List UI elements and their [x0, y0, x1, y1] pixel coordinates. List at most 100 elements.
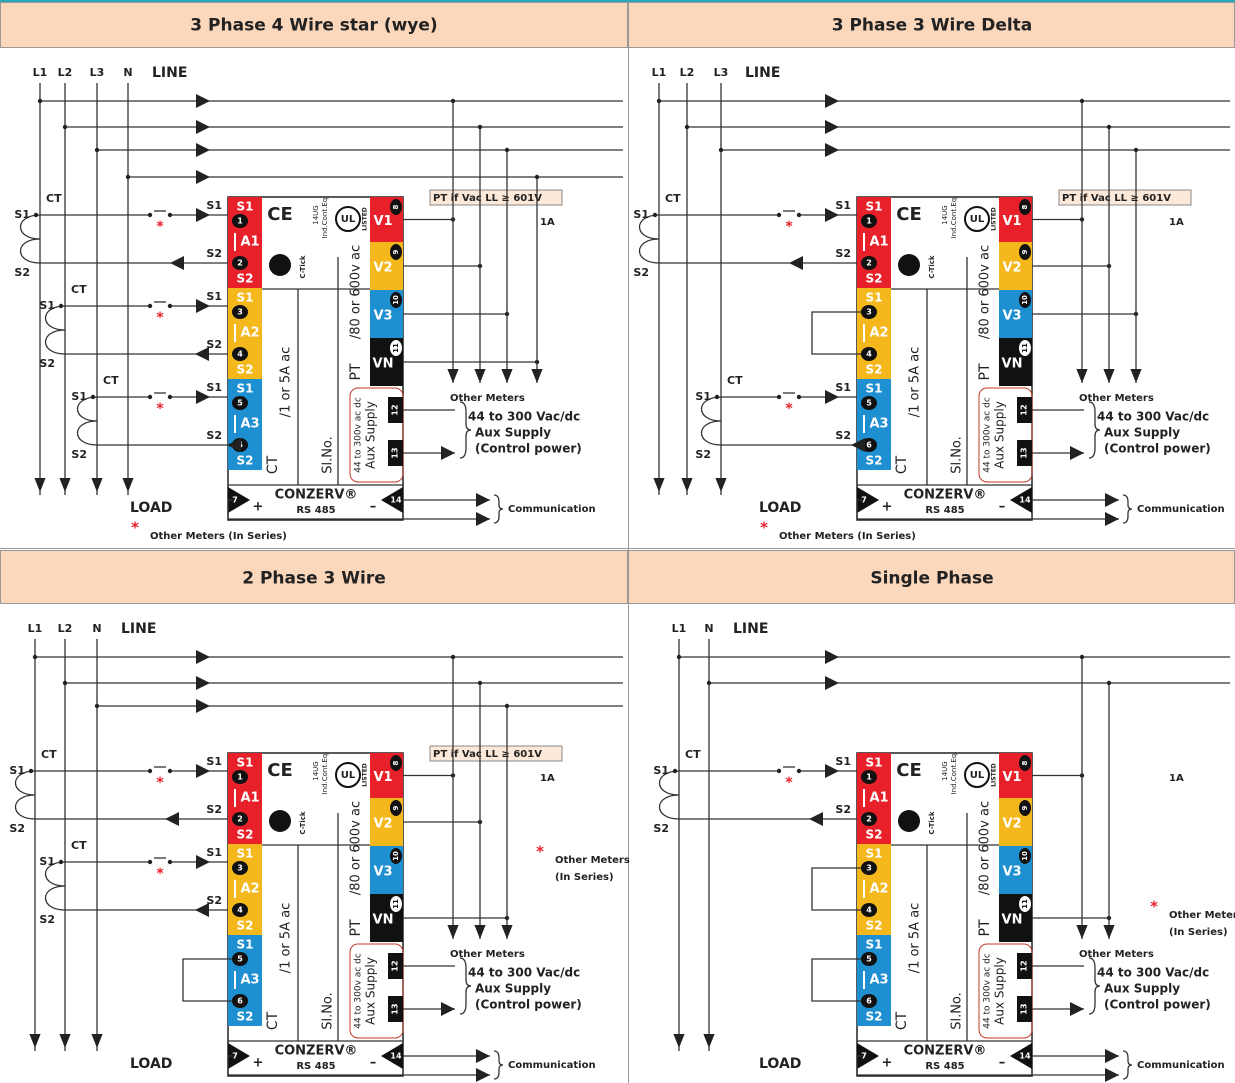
arrow — [59, 478, 71, 492]
junction — [62, 680, 68, 686]
wire-s1: S1 — [206, 199, 222, 212]
aux-supply: 44 to 300 Vac/dc — [468, 410, 580, 424]
voltage-label: V1 — [1002, 214, 1021, 229]
voltage-label: V3 — [373, 309, 392, 324]
terminal-number: 12 — [391, 960, 400, 971]
comm-terminal — [228, 487, 250, 513]
arrow — [196, 699, 210, 713]
terminal — [1019, 800, 1031, 816]
phase-label: A1 — [869, 235, 888, 250]
pt-text: PT — [348, 919, 364, 936]
arrow — [673, 1034, 685, 1048]
arrow — [447, 925, 459, 939]
voltage-label: V3 — [1002, 865, 1021, 880]
ce-mark: CE — [896, 204, 922, 225]
arrow — [476, 512, 490, 526]
aux-supply: (Control power) — [475, 998, 582, 1012]
other-meters: Other Meters — [450, 949, 525, 960]
voltage-label: V2 — [373, 817, 392, 832]
terminal-number: 1 — [237, 217, 243, 226]
terminal-number: 6 — [866, 441, 872, 450]
brand: CONZERV® — [275, 1044, 358, 1059]
ct-s1: S1 — [9, 764, 25, 777]
line-label: L1 — [672, 622, 687, 635]
ct-label: CT — [665, 192, 681, 205]
pt-amp: 1A — [540, 217, 555, 228]
arrow — [1070, 446, 1084, 460]
terminal-label: S2 — [237, 272, 254, 286]
junction — [1133, 147, 1139, 153]
aux-box — [978, 387, 1033, 483]
arrow — [170, 256, 184, 270]
wire-s1: S1 — [835, 199, 851, 212]
fuse-gap — [148, 767, 170, 775]
terminal — [232, 861, 248, 875]
terminal-number: 5 — [237, 399, 243, 408]
arrow — [681, 478, 693, 492]
arrow — [825, 676, 839, 690]
current-block — [857, 288, 891, 379]
panel-title: 3 Phase 4 Wire star (wye) — [190, 16, 437, 36]
voltage-label: VN — [1002, 913, 1023, 928]
arrow — [196, 208, 210, 222]
junction — [58, 303, 64, 309]
terminal — [861, 305, 877, 319]
terminal-label: S1 — [866, 938, 883, 952]
wire-s1: S1 — [206, 381, 222, 394]
arrow — [196, 299, 210, 313]
approval-text: 14UG — [312, 205, 320, 224]
fuse-gap — [777, 393, 799, 401]
series-note: Other Meters — [1169, 910, 1235, 921]
ul-mark — [335, 206, 361, 232]
line-text: LINE — [745, 65, 780, 81]
aux-supply: 44 to 300 Vac/dc — [1097, 966, 1209, 980]
junction — [796, 212, 802, 218]
series-mark: * — [156, 866, 164, 882]
approval-text: Ind.Cont.Eq. — [950, 196, 958, 239]
terminal-label: S1 — [237, 938, 254, 952]
terminal-number: 9 — [1021, 249, 1029, 254]
arrow — [1103, 925, 1115, 939]
arrow — [91, 478, 103, 492]
terminal — [390, 800, 402, 816]
terminal — [861, 256, 877, 270]
terminal-number: 14 — [1019, 1052, 1031, 1061]
junction — [94, 147, 100, 153]
ct-rating: /1 or 5A ac — [279, 347, 294, 418]
junction — [796, 394, 802, 400]
terminal-label: S1 — [866, 291, 883, 305]
arrow — [476, 493, 490, 507]
junction — [58, 859, 64, 865]
terminal — [1019, 896, 1031, 912]
terminal-label: S2 — [866, 363, 883, 377]
listed-text: LISTED — [362, 207, 369, 231]
listed-text: LISTED — [991, 763, 998, 787]
ul-text: UL — [341, 770, 356, 781]
arrow — [501, 925, 513, 939]
terminal-number: 3 — [866, 308, 872, 317]
terminal-number: 4 — [866, 906, 872, 915]
current-block — [857, 197, 891, 288]
terminal-number: 7 — [861, 1052, 867, 1061]
fuse-gap — [148, 302, 170, 310]
arrow — [531, 369, 543, 383]
junction — [94, 703, 100, 709]
plus-sign: + — [253, 1056, 264, 1071]
aux-terminal — [1017, 953, 1032, 979]
aux-text: Aux Supply — [993, 957, 1007, 1025]
terminal-number: 6 — [237, 997, 243, 1006]
terminal-number: 5 — [866, 955, 872, 964]
terminal-number: 3 — [866, 864, 872, 873]
arrow — [703, 1034, 715, 1048]
terminal-number: 2 — [866, 815, 872, 824]
brace — [493, 1050, 504, 1080]
junction — [776, 212, 782, 218]
ct-s1: S1 — [653, 764, 669, 777]
minus-sign: – — [999, 1056, 1006, 1071]
phase-label: A1 — [240, 791, 259, 806]
ct-s2: S2 — [39, 357, 55, 370]
series-mark: * — [760, 519, 768, 537]
comm-terminal — [381, 1043, 403, 1069]
terminal-number: 1 — [866, 217, 872, 226]
aux-supply: 44 to 300 Vac/dc — [468, 966, 580, 980]
